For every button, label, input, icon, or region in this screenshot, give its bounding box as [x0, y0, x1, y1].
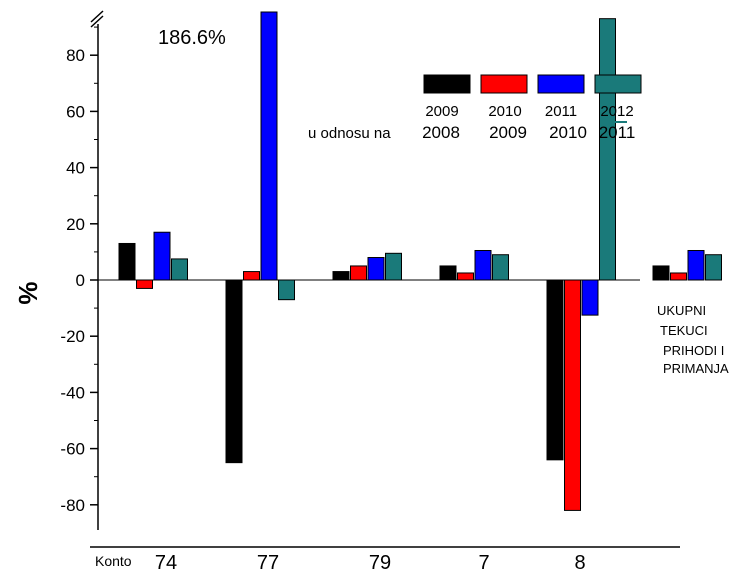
y-tick-label: -80: [60, 496, 85, 515]
bar-2010-74: [136, 279, 153, 289]
bar-2009-74: [118, 242, 136, 281]
bar-2011-74: [153, 231, 171, 281]
bar-2011-77: [260, 11, 278, 281]
y-tick-label: -20: [60, 327, 85, 346]
legend-series-2010: 2010: [488, 103, 521, 120]
legend-swatch-2010: [480, 74, 528, 94]
bar-2009-7: [439, 265, 457, 281]
y-tick-label: 40: [66, 159, 85, 178]
bar-2012-ukupni: [705, 254, 722, 281]
bar-2009-77: [225, 279, 243, 464]
legend-relation-label: u odnosu na: [308, 125, 391, 142]
y-tick-label: -40: [60, 383, 85, 402]
legend-series-2009: 2009: [425, 103, 458, 120]
bar-2012-7: [492, 254, 509, 281]
bars: [118, 11, 722, 511]
bar-2011-8: [581, 279, 599, 316]
x-tick-label-74: 74: [155, 552, 177, 571]
legend-swatch-2012: [594, 74, 642, 94]
bar-2012-74: [171, 258, 188, 281]
legend-series-2012: 2012: [600, 103, 633, 120]
y-tick-label: 60: [66, 102, 85, 121]
y-tick-label: 80: [66, 46, 85, 65]
labels: -80 -60 -40 -20 0 20 40 60 80% Konto 74 77 79 7 8 186.6…: [13, 27, 729, 571]
bar-2012-77: [278, 279, 295, 301]
legend-swatch-2009: [423, 74, 471, 94]
axis-break-mark-1: [90, 15, 104, 28]
annotation-line-1: UKUPNI: [657, 303, 706, 318]
annotation-line-2: TEKUCI: [660, 323, 708, 338]
bar-2011-7: [474, 249, 492, 281]
legend-base-year-2010: 2010: [549, 123, 587, 142]
legend-base-year-2011: 2011: [599, 123, 636, 142]
bar-2011-ukupni: [687, 249, 705, 281]
legend-base-year-2009: 2009: [489, 123, 527, 142]
bar-2009-ukupni: [652, 265, 670, 281]
bar-2010-79: [350, 265, 367, 281]
axes: [90, 10, 680, 548]
y-axis-label: %: [13, 281, 43, 304]
legend-base-year-2008: 2008: [422, 123, 460, 142]
x-tick-label-79: 79: [369, 552, 391, 571]
legend-swatch-2011: [537, 74, 585, 94]
y-tick-label: 0: [76, 271, 85, 290]
legend-series-2011: 2011: [545, 103, 577, 120]
axis-break-mark-2: [90, 10, 104, 23]
x-axis-prefix-label: Konto: [95, 553, 132, 569]
bar-2010-7: [457, 272, 474, 281]
annotation-line-3: PRIHODI I: [663, 343, 724, 358]
bar-2012-8: [599, 18, 616, 281]
bar-2010-ukupni: [670, 272, 687, 281]
bar-2009-8: [546, 279, 564, 461]
bar-2012-79: [385, 252, 402, 281]
y-tick-label: 20: [66, 215, 85, 234]
annotation-line-4: PRIMANJA: [663, 361, 729, 376]
bar-2010-77: [243, 271, 260, 281]
break-annotation: 186.6%: [158, 27, 226, 49]
y-tick-label: -60: [60, 440, 85, 459]
x-tick-label-7: 7: [478, 552, 489, 571]
bar-2009-79: [332, 271, 350, 281]
bar-2010-8: [564, 279, 581, 511]
x-tick-label-77: 77: [257, 552, 279, 571]
legend: 2009 2008 2010 2009 2011 2010 2012 2011 u odnosu…: [308, 74, 642, 142]
x-tick-label-8: 8: [574, 552, 585, 571]
bar-2011-79: [367, 257, 385, 281]
